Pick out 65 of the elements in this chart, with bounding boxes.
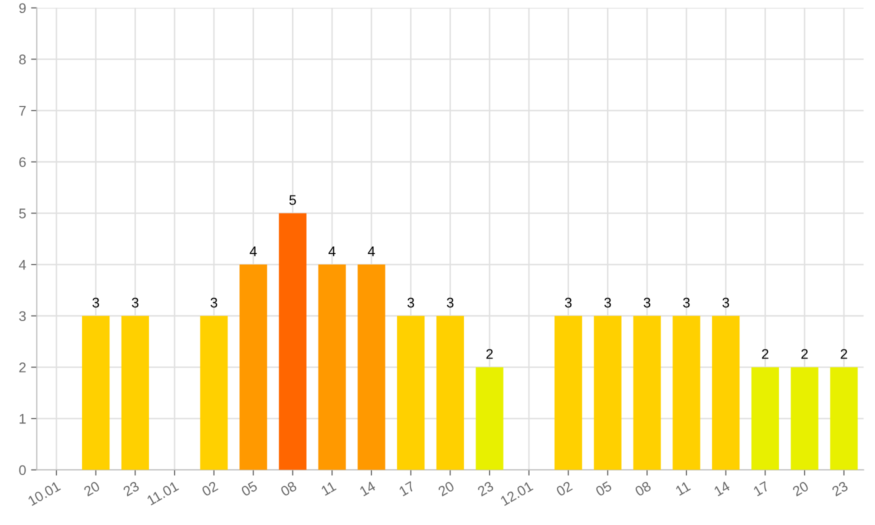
x-tick-label: 11.01 <box>146 480 180 506</box>
x-tick-label: 08 <box>634 480 652 497</box>
y-tick-label: 4 <box>18 260 26 270</box>
bar <box>633 316 661 470</box>
x-tick-label: 02 <box>201 480 218 497</box>
x-tick-label: 17 <box>752 481 770 496</box>
bar <box>554 316 582 470</box>
bar <box>240 264 268 470</box>
x-tick-label: 05 <box>594 480 612 497</box>
x-tick-label: 11 <box>675 481 691 496</box>
x-tick-label: 23 <box>831 480 849 496</box>
x-tick-label: 20 <box>792 480 810 496</box>
x-tick-label: 11 <box>320 481 337 496</box>
y-tick-label: 9 <box>19 3 26 14</box>
data-label: 2 <box>801 349 808 359</box>
data-label: 3 <box>210 298 218 308</box>
bar <box>476 367 504 470</box>
y-tick-label: 7 <box>19 106 26 116</box>
x-tick-label: 08 <box>280 480 298 497</box>
data-label: 4 <box>328 246 336 256</box>
bar <box>82 316 110 470</box>
y-tick-label: 3 <box>19 311 26 322</box>
bar <box>751 367 779 470</box>
bar <box>436 316 464 470</box>
data-label: 5 <box>289 195 296 205</box>
x-tick-label: 23 <box>476 480 494 496</box>
x-tick-label: 14 <box>359 480 376 496</box>
bar <box>278 213 306 470</box>
data-label: 3 <box>644 298 650 308</box>
data-label: 4 <box>368 246 375 256</box>
bar <box>318 264 346 470</box>
bar <box>121 316 149 470</box>
y-tick-label: 8 <box>19 54 26 64</box>
data-label: 3 <box>564 298 572 308</box>
x-tick-label: 02 <box>556 480 573 497</box>
bar <box>397 316 425 470</box>
x-tick-label: 17 <box>398 481 416 496</box>
data-label: 3 <box>722 298 730 308</box>
data-label: 4 <box>250 246 257 256</box>
y-tick-label: 6 <box>19 157 26 168</box>
data-label: 3 <box>446 298 454 308</box>
bar <box>358 264 386 470</box>
x-tick-label: 20 <box>83 480 100 496</box>
y-tick-label: 1 <box>20 414 26 424</box>
data-label: 3 <box>92 298 100 308</box>
data-label: 2 <box>762 349 768 359</box>
y-tick-label: 0 <box>19 465 26 476</box>
data-label: 3 <box>132 298 138 308</box>
bar <box>594 316 622 470</box>
bar <box>830 367 858 470</box>
bar <box>790 367 818 470</box>
bar <box>672 316 700 470</box>
data-label: 3 <box>407 298 414 308</box>
y-tick-label: 5 <box>19 208 26 218</box>
x-tick-label: 20 <box>438 480 455 496</box>
data-label: 3 <box>604 298 611 308</box>
data-label: 2 <box>840 349 848 359</box>
bar <box>200 316 228 470</box>
data-label: 2 <box>486 349 493 359</box>
y-tick-label: 2 <box>19 362 26 372</box>
x-tick-label: 23 <box>122 480 140 496</box>
data-label: 3 <box>683 298 690 308</box>
x-tick-label: 14 <box>714 480 730 496</box>
x-tick-label: 05 <box>240 480 258 497</box>
bar <box>712 316 740 470</box>
